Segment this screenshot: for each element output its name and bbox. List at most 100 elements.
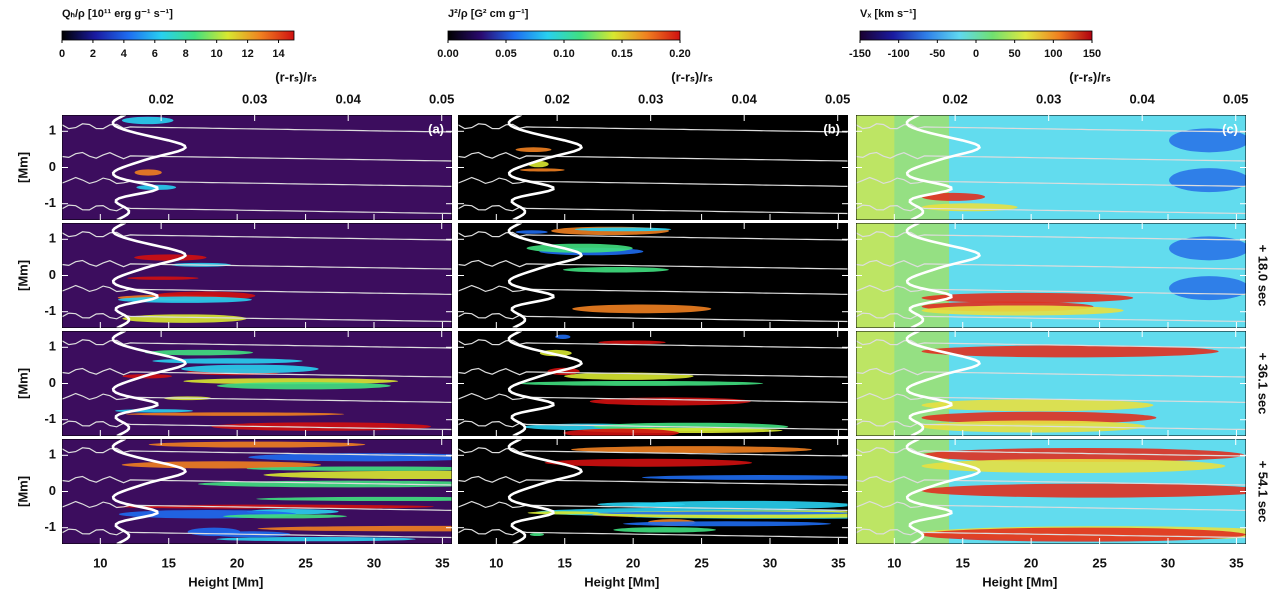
profile-curve bbox=[905, 115, 981, 220]
colorbar-tick-label: 0.10 bbox=[553, 48, 574, 60]
colorbar-tick-label: 10 bbox=[211, 48, 223, 60]
contour-line bbox=[856, 392, 1246, 403]
contour-line bbox=[62, 500, 452, 511]
y-tick-label: 1 bbox=[49, 447, 56, 462]
top-tick-label: 0.05 bbox=[429, 91, 454, 106]
profile-curve bbox=[507, 331, 583, 436]
panel bbox=[856, 115, 1246, 220]
panel-texture bbox=[223, 514, 347, 519]
colorbar-tick-label: 6 bbox=[152, 48, 158, 60]
contour-line bbox=[458, 176, 848, 187]
y-tick-label: 0 bbox=[49, 483, 56, 498]
x-tick-label: 35 bbox=[831, 555, 845, 570]
panel-texture bbox=[515, 147, 552, 153]
panel-texture bbox=[515, 230, 548, 234]
panel-texture bbox=[121, 461, 322, 469]
panel bbox=[62, 115, 452, 220]
panel-texture bbox=[562, 266, 669, 273]
top-tick-label: 0.03 bbox=[1036, 91, 1061, 106]
panel-texture bbox=[641, 475, 848, 480]
panel-texture bbox=[1169, 128, 1246, 153]
profile-curve bbox=[111, 331, 187, 436]
y-tick-label: 1 bbox=[49, 123, 56, 138]
panel-texture bbox=[518, 380, 764, 386]
panel bbox=[856, 223, 1246, 328]
contour-line bbox=[856, 231, 1246, 241]
x-tick-label: 10 bbox=[93, 555, 107, 570]
panel-texture bbox=[544, 458, 753, 467]
panel-texture bbox=[632, 500, 848, 510]
panel-texture bbox=[181, 364, 319, 374]
panel-texture bbox=[572, 304, 712, 314]
y-axis-label: [Mm] bbox=[15, 476, 30, 507]
panel-texture bbox=[127, 276, 199, 280]
colorbar-tick-label: 8 bbox=[183, 48, 189, 60]
panel-texture bbox=[526, 243, 633, 253]
x-tick-label: 15 bbox=[558, 555, 572, 570]
x-tick-label: 35 bbox=[1229, 555, 1243, 570]
panel-texture bbox=[246, 466, 452, 471]
contour-line bbox=[458, 475, 848, 486]
contour-line bbox=[62, 151, 452, 162]
panel bbox=[62, 223, 452, 328]
x-tick-label: 30 bbox=[763, 555, 777, 570]
panel-texture bbox=[921, 411, 1157, 424]
y-tick-label: 0 bbox=[49, 375, 56, 390]
panel-texture bbox=[529, 532, 544, 537]
time-label: + 54.1 sec bbox=[1256, 461, 1271, 523]
colorbar-tick-label: 0 bbox=[973, 48, 979, 60]
x-axis-label: Height [Mm] bbox=[188, 574, 263, 589]
colorbar bbox=[61, 30, 295, 41]
panel bbox=[856, 439, 1246, 544]
colorbar-tick-label: -50 bbox=[929, 48, 945, 60]
panel-texture bbox=[148, 441, 366, 448]
colorbar bbox=[447, 30, 681, 41]
contour-line bbox=[458, 123, 848, 133]
x-tick-label: 15 bbox=[956, 555, 970, 570]
x-tick-label: 25 bbox=[298, 555, 312, 570]
x-tick-label: 35 bbox=[435, 555, 449, 570]
colorbar-title: Vₓ [km s⁻¹] bbox=[860, 8, 917, 20]
panel-texture bbox=[856, 331, 895, 436]
colorbar-tick-label: 14 bbox=[272, 48, 285, 60]
y-tick-label: -1 bbox=[44, 195, 56, 210]
panel-texture bbox=[121, 116, 174, 125]
top-axis-label: (r-rₛ)/rₛ bbox=[275, 69, 317, 84]
profile-curve bbox=[905, 439, 981, 544]
panel-texture bbox=[126, 412, 345, 416]
contour-line bbox=[62, 392, 452, 403]
contour-line bbox=[62, 339, 452, 349]
top-axis-label: (r-rₛ)/rₛ bbox=[1069, 69, 1111, 84]
panel-texture bbox=[122, 314, 247, 323]
top-axis-label: (r-rₛ)/rₛ bbox=[671, 69, 713, 84]
contour-line bbox=[62, 123, 452, 133]
contour-line bbox=[856, 259, 1246, 270]
panel-texture bbox=[1169, 168, 1246, 193]
contour-line bbox=[62, 259, 452, 270]
panel-texture bbox=[921, 345, 1219, 358]
profile-curve bbox=[507, 223, 583, 328]
top-tick-label: 0.05 bbox=[1223, 91, 1248, 106]
contour-line bbox=[458, 500, 848, 511]
panel-texture bbox=[921, 399, 1154, 412]
panel-texture bbox=[134, 169, 162, 176]
panel-texture bbox=[527, 511, 599, 515]
colorbar-title: J²/ρ [G² cm g⁻¹] bbox=[448, 8, 529, 20]
panel bbox=[458, 439, 848, 544]
top-tick-label: 0.04 bbox=[732, 91, 758, 106]
contour-line bbox=[458, 447, 848, 457]
top-tick-label: 0.04 bbox=[336, 91, 362, 106]
contour-line bbox=[856, 123, 1246, 133]
x-tick-label: 25 bbox=[1092, 555, 1106, 570]
colorbar-tick-label: 2 bbox=[90, 48, 96, 60]
colorbar bbox=[859, 30, 1093, 41]
time-label: + 18.0 sec bbox=[1256, 245, 1271, 307]
panel-background bbox=[62, 115, 452, 220]
colorbar-title: Qₕ/ρ [10¹¹ erg g⁻¹ s⁻¹] bbox=[62, 8, 173, 20]
panel-texture bbox=[856, 115, 895, 220]
panel-label: (a) bbox=[428, 121, 444, 136]
panel-texture bbox=[921, 292, 1134, 303]
x-axis-label: Height [Mm] bbox=[982, 574, 1057, 589]
contour-line bbox=[856, 447, 1246, 457]
